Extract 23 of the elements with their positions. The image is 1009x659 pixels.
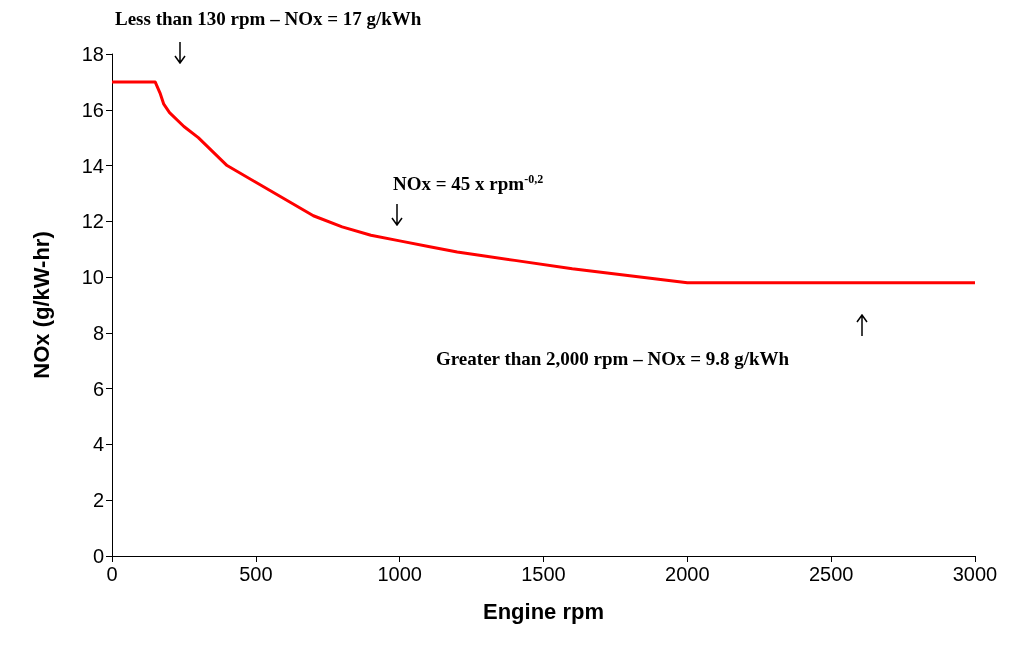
x-axis-title: Engine rpm: [482, 598, 605, 624]
x-tick-label: 0: [106, 563, 118, 585]
y-tick-label: 2: [92, 489, 104, 512]
y-tick-label: 0: [92, 545, 104, 567]
x-tick-label: 1000: [377, 563, 422, 585]
y-tick-label: 16: [81, 98, 104, 121]
x-tick-label: 2500: [808, 563, 854, 585]
y-tick-label: 6: [92, 377, 104, 400]
text: Less than 130 rpm – NOx = 17 g/kWh: [115, 8, 422, 30]
x-tick-label: 3000: [952, 563, 998, 585]
line-series: [110, 80, 977, 285]
y-tick-label: 4: [92, 433, 104, 456]
annotation: Greater than 2,000 rpm – NOx = 9.8 g/kWh: [436, 348, 790, 370]
x-tick-label: 1500: [521, 563, 566, 585]
x-tick-label: 2000: [665, 563, 710, 585]
y-tick-label: 14: [81, 154, 104, 177]
y-tick-label: 10: [81, 266, 104, 289]
y-tick-label: 8: [92, 321, 104, 344]
y-axis-title: NOx (g/kW-hr): [28, 231, 54, 379]
y-tick-label: 12: [81, 210, 104, 233]
y-tick-label: 18: [81, 43, 104, 65]
x-tick-label: 500: [239, 563, 273, 585]
annotation: NOx = 45 x rpm$^{-0,2}$: [393, 172, 544, 196]
